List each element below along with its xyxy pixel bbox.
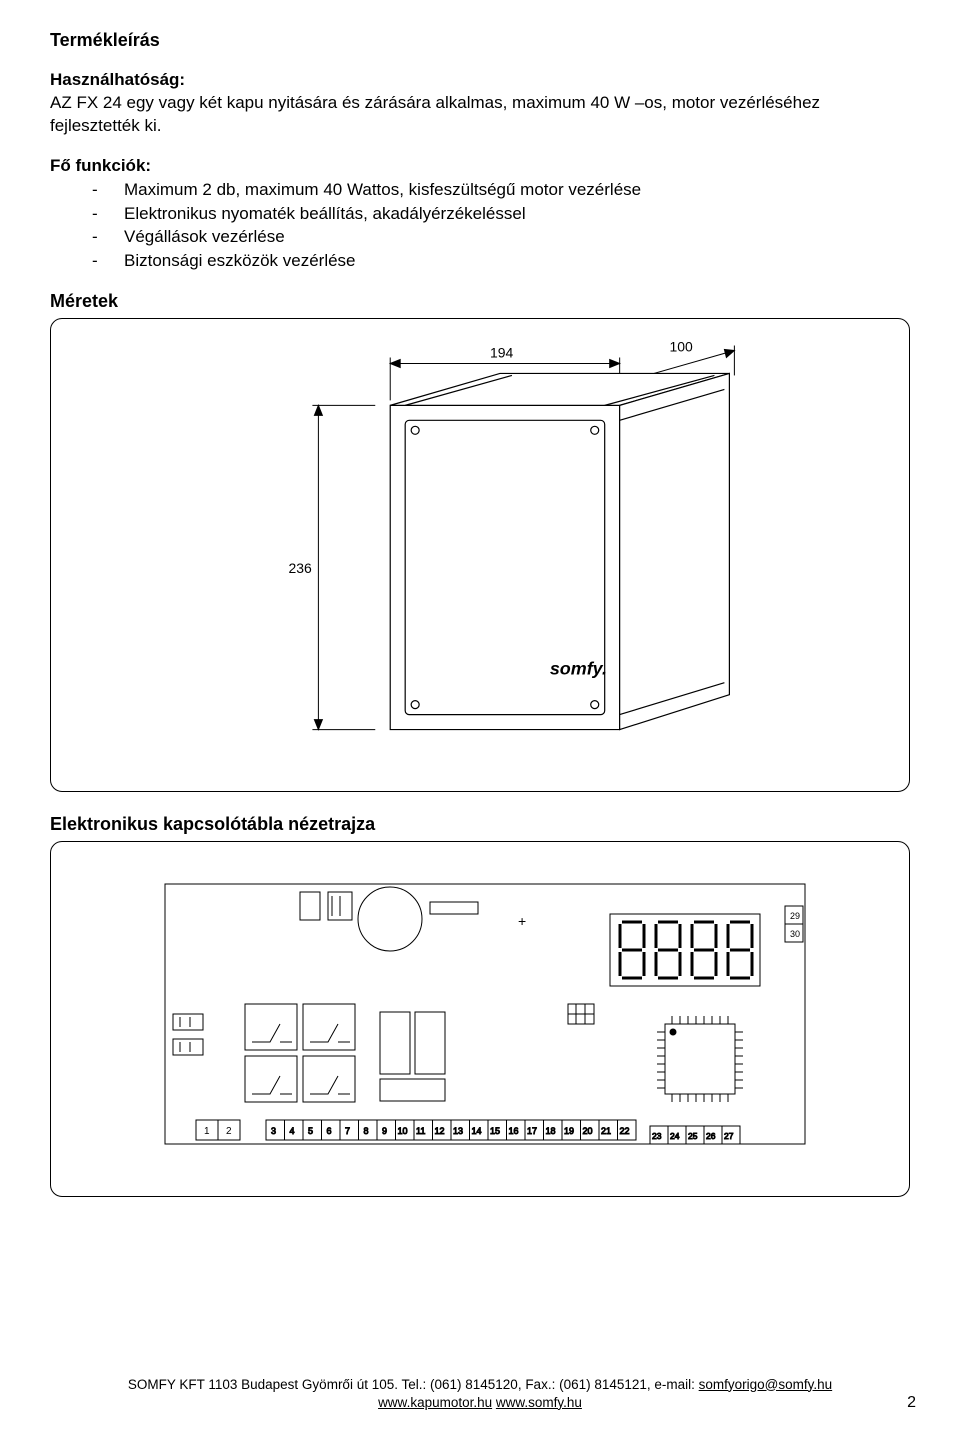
heading-pcb-view: Elektronikus kapcsolótábla nézetrajza <box>50 814 910 835</box>
terminal-label: 10 <box>398 1126 408 1136</box>
terminal-label: 19 <box>564 1126 574 1136</box>
main-funcs-block: Fő funkciók: -Maximum 2 db, maximum 40 W… <box>50 156 910 273</box>
heading-usability: Használhatóság: <box>50 70 185 89</box>
bullet-item: -Biztonsági eszközök vezérlése <box>92 249 910 273</box>
usability-block: Használhatóság: AZ FX 24 egy vagy két ka… <box>50 69 910 138</box>
terminal-label: 4 <box>290 1126 295 1136</box>
footer-link-somfy[interactable]: www.somfy.hu <box>496 1395 582 1410</box>
terminal-label: 17 <box>527 1126 537 1136</box>
terminal-label: 7 <box>345 1126 350 1136</box>
figure-pcb: + <box>67 854 893 1184</box>
terminal-label: 23 <box>652 1131 662 1141</box>
terminal-label: 26 <box>706 1131 716 1141</box>
terminal-label: 3 <box>271 1126 276 1136</box>
terminal-label: 8 <box>364 1126 369 1136</box>
bullet-item: -Elektronikus nyomaték beállítás, akadál… <box>92 202 910 226</box>
footer-email-link[interactable]: somfyorigo@somfy.hu <box>699 1377 833 1392</box>
seven-seg-display <box>610 914 760 986</box>
terminal-label: 12 <box>435 1126 445 1136</box>
svg-text:+: + <box>518 913 526 929</box>
bullet-list: -Maximum 2 db, maximum 40 Wattos, kisfes… <box>92 178 910 273</box>
terminal-label: 20 <box>583 1126 593 1136</box>
figure-dimensions: 194 100 236 <box>71 335 889 775</box>
terminal-side-label: 30 <box>790 929 800 939</box>
terminal-label: 16 <box>509 1126 519 1136</box>
figure-dimensions-frame: 194 100 236 <box>50 318 910 792</box>
dim-depth-label: 100 <box>670 338 694 354</box>
terminal-label: 25 <box>688 1131 698 1141</box>
figure-pcb-frame: + <box>50 841 910 1197</box>
bullet-item: -Maximum 2 db, maximum 40 Wattos, kisfes… <box>92 178 910 202</box>
page-footer: SOMFY KFT 1103 Budapest Gyömrői út 105. … <box>0 1376 960 1412</box>
usability-text: AZ FX 24 egy vagy két kapu nyitására és … <box>50 93 820 135</box>
terminal-label: 13 <box>453 1126 463 1136</box>
logo-text: somfy. <box>550 659 607 679</box>
terminal-label: 15 <box>490 1126 500 1136</box>
terminal-label: 24 <box>670 1131 680 1141</box>
dim-height-label: 236 <box>288 560 312 576</box>
terminal-label: 22 <box>620 1126 630 1136</box>
bullet-item: -Végállások vezérlése <box>92 225 910 249</box>
terminal-label: 11 <box>416 1126 425 1136</box>
terminal-label: 27 <box>724 1131 734 1141</box>
terminal-side-label: 29 <box>790 911 800 921</box>
terminal-label: 1 <box>204 1126 210 1137</box>
footer-link-kapumotor[interactable]: www.kapumotor.hu <box>378 1395 492 1410</box>
heading-dimensions: Méretek <box>50 291 910 312</box>
terminal-label: 9 <box>382 1126 387 1136</box>
heading-main-funcs: Fő funkciók: <box>50 156 910 176</box>
heading-product-desc: Termékleírás <box>50 30 910 51</box>
dim-width-label: 194 <box>490 344 514 360</box>
page-number: 2 <box>907 1394 916 1412</box>
terminal-label: 5 <box>308 1126 313 1136</box>
terminal-label: 2 <box>226 1126 232 1137</box>
terminal-label: 21 <box>601 1126 611 1136</box>
terminal-label: 14 <box>472 1126 482 1136</box>
terminal-label: 6 <box>327 1126 332 1136</box>
footer-line1-pre: SOMFY KFT 1103 Budapest Gyömrői út 105. … <box>128 1377 699 1392</box>
terminal-label: 18 <box>546 1126 556 1136</box>
